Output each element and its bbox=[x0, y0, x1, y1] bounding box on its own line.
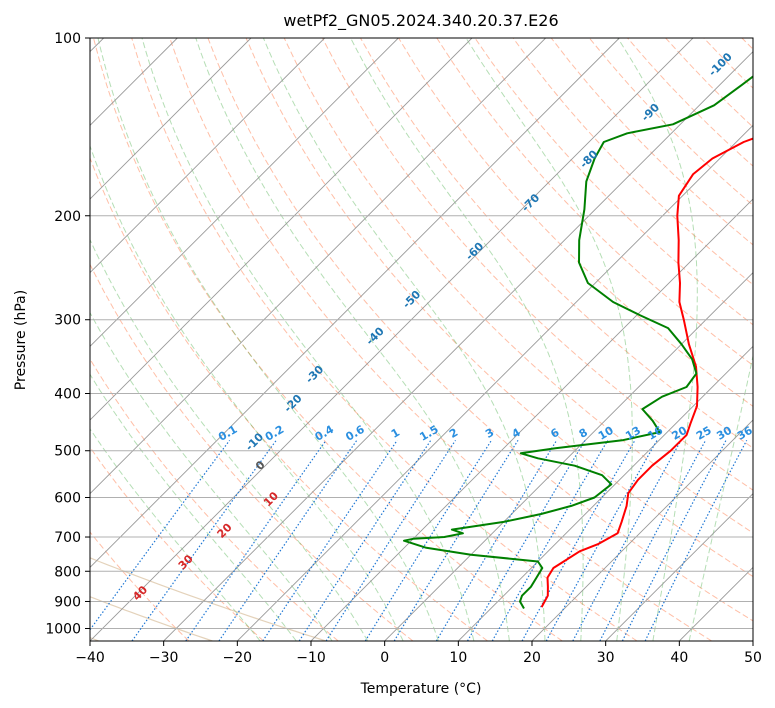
mixing-ratio-label: 36 bbox=[735, 424, 755, 443]
mixing-ratio-line bbox=[599, 440, 707, 641]
x-tick-label: 0 bbox=[380, 650, 389, 666]
mixing-ratio-line bbox=[185, 439, 327, 641]
isotherm-line bbox=[90, 38, 252, 200]
isotherm-line bbox=[237, 124, 753, 641]
dewpoint-profile-line bbox=[403, 75, 753, 609]
x-tick-label: 50 bbox=[744, 650, 762, 666]
mixing-ratio-line bbox=[572, 440, 682, 641]
x-tick-label: −20 bbox=[223, 650, 253, 666]
mixing-ratio-line bbox=[466, 439, 586, 641]
moist-adiabat-line bbox=[350, 38, 584, 641]
y-tick-label: 1000 bbox=[45, 621, 81, 637]
mixing-ratio-line bbox=[131, 439, 277, 641]
y-tick-label: 600 bbox=[54, 490, 81, 506]
reference-curve bbox=[90, 596, 213, 641]
y-tick-label: 300 bbox=[54, 313, 81, 329]
isotherm-line bbox=[384, 272, 753, 641]
y-tick-label: 200 bbox=[54, 209, 81, 225]
y-axis-title: Pressure (hPa) bbox=[13, 290, 29, 390]
x-tick-label: 10 bbox=[449, 650, 467, 666]
isotherm-line bbox=[90, 38, 620, 568]
moist-adiabat-line bbox=[90, 373, 297, 641]
dry-adiabat-line bbox=[93, 38, 563, 641]
isotherm-line bbox=[458, 345, 753, 641]
isotherm-line bbox=[90, 38, 325, 274]
dry-adiabat-line bbox=[207, 38, 753, 622]
isotherm-line bbox=[310, 198, 753, 641]
x-tick-label: 20 bbox=[523, 650, 541, 666]
mixing-ratio-line bbox=[262, 439, 398, 641]
x-tick-label: 30 bbox=[597, 650, 615, 666]
moist-adiabat-line bbox=[195, 38, 510, 641]
dry-adiabat-line bbox=[512, 38, 753, 286]
moist-adiabat-line bbox=[90, 427, 261, 641]
y-tick-label: 500 bbox=[54, 444, 81, 460]
x-tick-label: −40 bbox=[75, 650, 105, 666]
dry-adiabat-line bbox=[398, 38, 753, 407]
y-tick-label: 700 bbox=[54, 530, 81, 546]
isotherm-line bbox=[163, 51, 753, 641]
temperature-profile-line bbox=[540, 137, 753, 608]
x-tick-label: −10 bbox=[296, 650, 326, 666]
dry-adiabat-line bbox=[283, 38, 753, 534]
reference-curve bbox=[90, 557, 327, 641]
mixing-ratio-line bbox=[325, 439, 457, 641]
mixing-ratio-line bbox=[218, 439, 358, 641]
isotherm-line bbox=[90, 38, 694, 641]
dry-adiabat-line bbox=[360, 38, 753, 449]
moist-adiabat-line bbox=[141, 38, 475, 641]
mixing-ratio-line bbox=[545, 439, 658, 641]
moist-adiabat-line bbox=[90, 238, 369, 641]
moist-adiabat-line bbox=[688, 353, 753, 641]
moist-adiabat-line bbox=[97, 38, 439, 641]
moist-adiabat-line bbox=[262, 38, 546, 641]
dry-adiabat-line bbox=[90, 446, 264, 641]
plot-frame bbox=[89, 37, 754, 642]
mixing-ratio-line bbox=[435, 439, 558, 641]
mixing-ratio-line bbox=[393, 439, 519, 641]
x-tick-label: −30 bbox=[149, 650, 179, 666]
dry-adiabat-line bbox=[90, 531, 190, 641]
x-axis-title: Temperature (°C) bbox=[360, 681, 482, 697]
mixing-ratio-line bbox=[644, 440, 748, 641]
y-tick-label: 800 bbox=[54, 564, 81, 580]
isotherm-line bbox=[531, 419, 753, 641]
dry-adiabat-line bbox=[245, 38, 753, 578]
x-tick-label: 40 bbox=[670, 650, 688, 666]
moist-adiabat-line bbox=[90, 144, 404, 641]
mixing-ratio-line bbox=[364, 439, 493, 641]
y-tick-label: 100 bbox=[54, 31, 81, 47]
isotherm-line bbox=[90, 38, 473, 421]
dry-adiabat-line bbox=[169, 38, 712, 641]
mixing-ratio-line bbox=[298, 439, 432, 641]
chart-title: wetPf2_GN05.2024.340.20.37.E26 bbox=[283, 11, 558, 31]
dry-adiabat-line bbox=[90, 156, 488, 641]
isotherm-line bbox=[90, 38, 399, 347]
dry-adiabat-line bbox=[131, 38, 638, 641]
dry-adiabat-line bbox=[436, 38, 753, 366]
isotherm-line bbox=[605, 493, 753, 641]
y-tick-label: 900 bbox=[54, 594, 81, 610]
moist-adiabat-line bbox=[617, 38, 698, 641]
y-tick-label: 400 bbox=[54, 387, 81, 403]
isotherm-line bbox=[90, 38, 546, 495]
